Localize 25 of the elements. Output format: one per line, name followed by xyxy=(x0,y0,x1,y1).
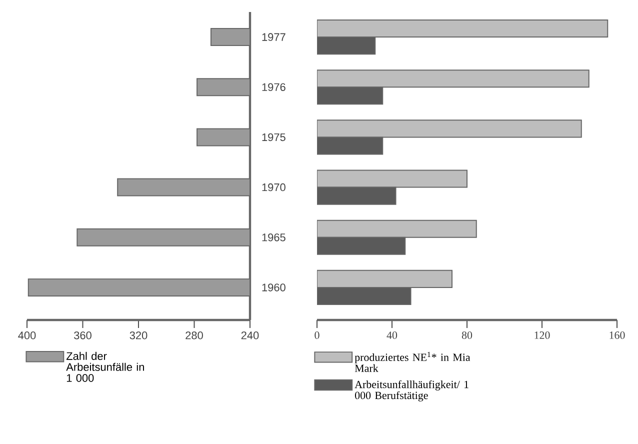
y-tick-label: 1970 xyxy=(262,183,286,192)
legend-label: Zahl der Arbeitsunfälle in 1 000 xyxy=(66,352,144,382)
bar xyxy=(317,120,582,138)
bar xyxy=(317,220,477,238)
x-tick-label: 280 xyxy=(186,332,203,340)
bar xyxy=(317,270,453,288)
x-tick-label: 400 xyxy=(18,332,36,340)
legend-label: Arbeitsunfallhäufigkeit/ 1 000 Berufstätige xyxy=(354,380,468,402)
x-tick-label: 320 xyxy=(130,332,148,340)
y-tick-label: 1960 xyxy=(262,284,286,292)
y-tick-label: 1975 xyxy=(262,133,286,142)
bar xyxy=(317,20,608,38)
x-tick-label: 80 xyxy=(462,332,472,339)
x-tick-label: 120 xyxy=(534,332,550,339)
y-tick-label: 1976 xyxy=(262,83,286,92)
text: produziertes NE$^{1}$* in Mia Mark xyxy=(354,352,470,372)
x-tick-label: 360 xyxy=(74,332,92,340)
y-tick-label: 1965 xyxy=(262,234,286,242)
bar xyxy=(317,170,468,188)
y-tick-label: 1977 xyxy=(262,33,286,41)
x-tick-label: 160 xyxy=(610,332,625,339)
bar xyxy=(317,70,590,88)
x-tick-label: 0 xyxy=(314,332,320,339)
x-tick-label: 40 xyxy=(386,332,398,339)
x-tick-label: 240 xyxy=(241,332,259,340)
